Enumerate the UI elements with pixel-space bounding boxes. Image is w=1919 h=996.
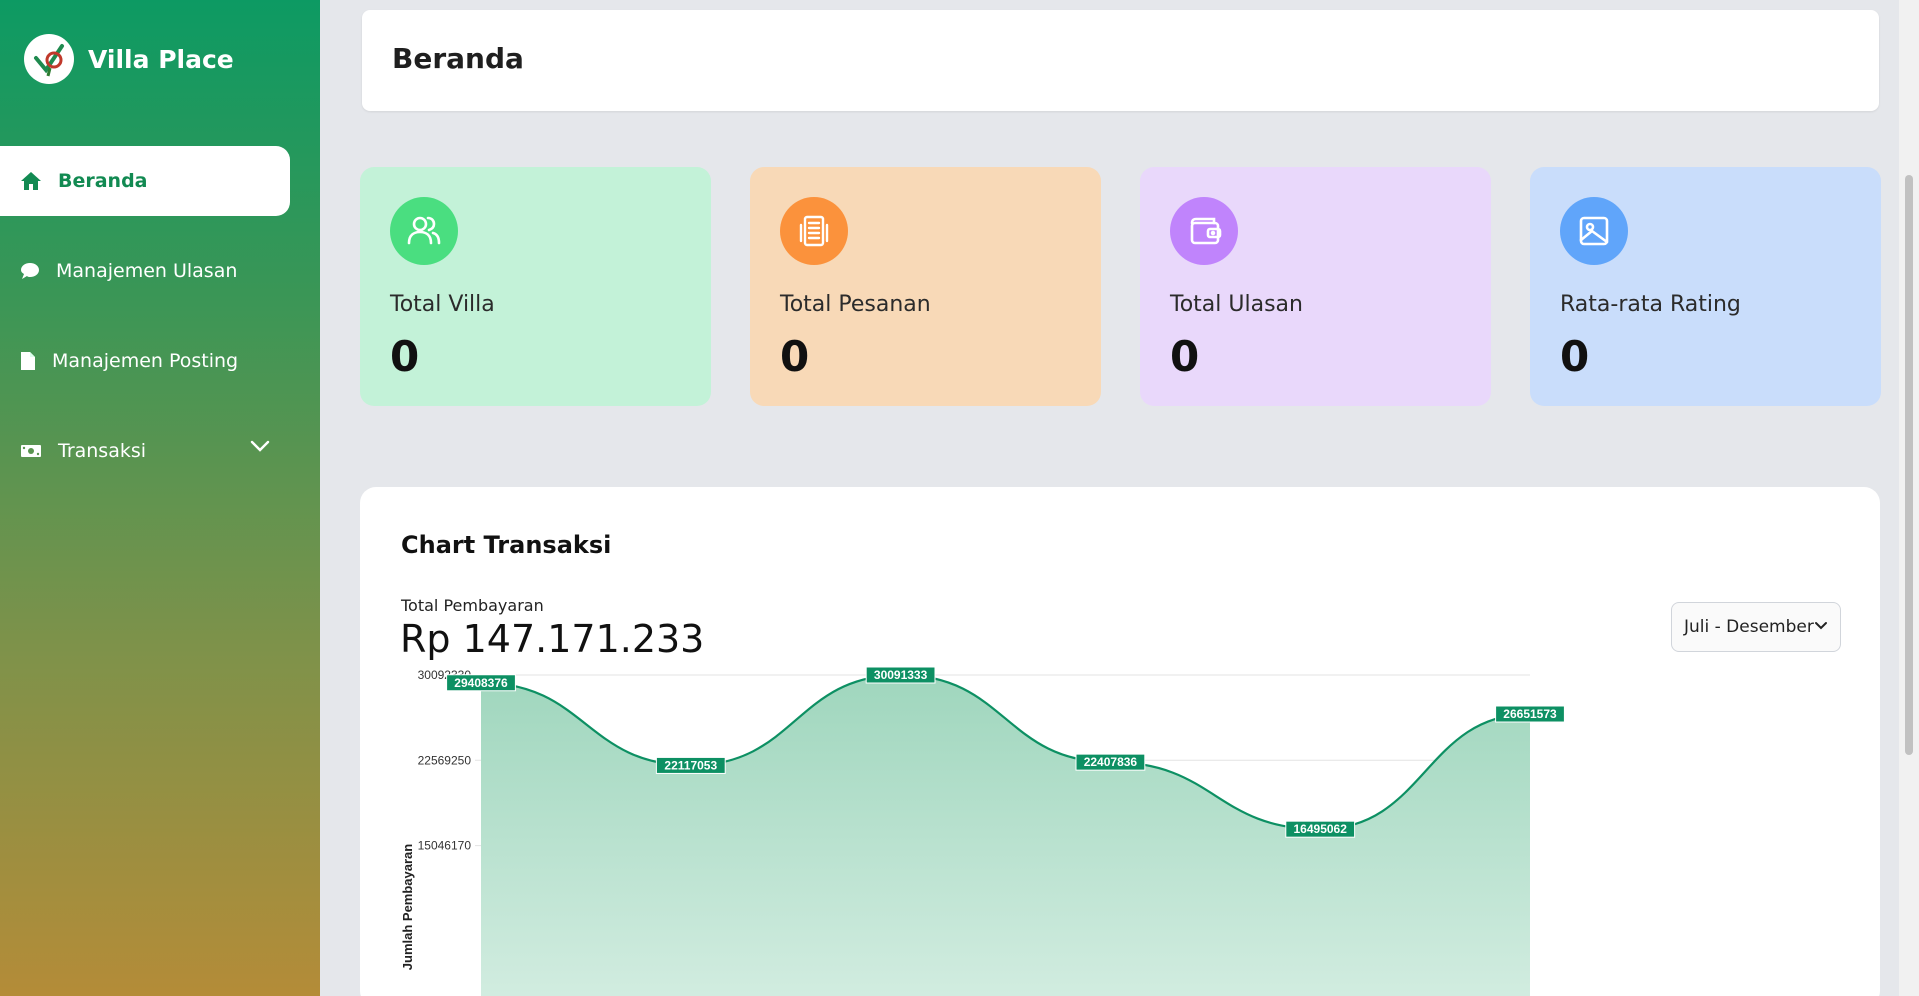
stat-value: 0 [1170, 332, 1200, 381]
chart-title: Chart Transaksi [401, 531, 612, 559]
data-label: 30091333 [865, 666, 936, 684]
stat-value: 0 [780, 332, 810, 381]
y-axis-label: Jumlah Pembayaran [400, 844, 415, 971]
sidebar-item-label: Transaksi [58, 440, 147, 462]
series-area [481, 675, 1530, 996]
data-label-text: 22407836 [1084, 755, 1138, 769]
sidebar-item-manajemen-ulasan[interactable]: Manajemen Ulasan [0, 236, 290, 306]
data-label-box [1285, 820, 1356, 838]
data-label-box [1495, 705, 1565, 723]
sidebar-item-transaksi[interactable]: Transaksi [0, 416, 290, 486]
page-title: Beranda [392, 42, 524, 75]
money-icon [21, 445, 41, 457]
sidebar-item-label: Manajemen Ulasan [56, 260, 238, 282]
stat-label: Total Ulasan [1170, 292, 1303, 317]
data-label-box [446, 674, 516, 692]
receipt-icon [780, 197, 848, 265]
data-label-text: 30091333 [874, 668, 928, 682]
sidebar-item-manajemen-posting[interactable]: Manajemen Posting [0, 326, 290, 396]
sidebar-nav: Beranda Manajemen Ulasan Manajemen Posti… [0, 146, 290, 506]
data-label-box [865, 666, 936, 684]
chevron-down-icon [1815, 622, 1827, 630]
transaction-chart: 3009233022569250150461702940837622117053… [400, 666, 1565, 996]
logo-icon [24, 34, 74, 84]
stat-card-total-pesanan: Total Pesanan 0 [750, 167, 1101, 406]
total-payment-value: Rp 147.171.233 [400, 617, 705, 661]
data-label-text: 29408376 [454, 676, 508, 690]
wallet-icon [1170, 197, 1238, 265]
users-icon [390, 197, 458, 265]
series-line [480, 673, 1531, 831]
data-label-text: 22117053 [664, 758, 717, 772]
data-label-box [655, 756, 726, 774]
file-icon [21, 352, 35, 370]
stat-value: 0 [1560, 332, 1590, 381]
brand[interactable]: Villa Place [24, 34, 234, 84]
sidebar: Villa Place Beranda Manajemen Ulasan Man… [0, 0, 320, 996]
sidebar-item-label: Manajemen Posting [52, 350, 239, 372]
data-label-box [1075, 753, 1146, 771]
chat-icon [21, 263, 39, 279]
home-icon [21, 172, 41, 190]
data-label-text: 26651573 [1503, 707, 1557, 721]
chart-card: Chart Transaksi Total Pembayaran Rp 147.… [360, 487, 1880, 996]
total-payment-label: Total Pembayaran [401, 596, 544, 615]
sidebar-item-label: Beranda [58, 170, 148, 192]
stat-label: Total Villa [390, 292, 495, 317]
stat-card-total-ulasan: Total Ulasan 0 [1140, 167, 1491, 406]
chevron-down-icon[interactable] [250, 440, 270, 452]
period-select-value: Juli - Desember [1684, 617, 1814, 637]
data-label: 26651573 [1495, 705, 1565, 723]
main-content: Beranda Total Villa 0 Total Pesanan 0 [320, 0, 1919, 996]
data-label-text: 16495062 [1294, 822, 1348, 836]
stat-value: 0 [390, 332, 420, 381]
page-header: Beranda [362, 10, 1879, 111]
data-label: 29408376 [446, 674, 516, 692]
scrollbar-thumb[interactable] [1905, 175, 1913, 755]
period-select[interactable]: Juli - Desember [1671, 602, 1841, 652]
data-label: 22407836 [1075, 753, 1146, 771]
stat-label: Total Pesanan [780, 292, 931, 317]
image-icon [1560, 197, 1628, 265]
app-name: Villa Place [88, 44, 234, 74]
data-label: 22117053 [655, 756, 726, 774]
stat-card-total-villa: Total Villa 0 [360, 167, 711, 406]
stat-label: Rata-rata Rating [1560, 292, 1741, 317]
sidebar-item-beranda[interactable]: Beranda [0, 146, 290, 216]
y-tick-label: 15046170 [418, 839, 472, 853]
stat-card-rata-rata-rating: Rata-rata Rating 0 [1530, 167, 1881, 406]
data-label: 16495062 [1285, 820, 1356, 838]
y-tick-label: 22569250 [418, 753, 472, 767]
scrollbar[interactable] [1899, 0, 1919, 996]
